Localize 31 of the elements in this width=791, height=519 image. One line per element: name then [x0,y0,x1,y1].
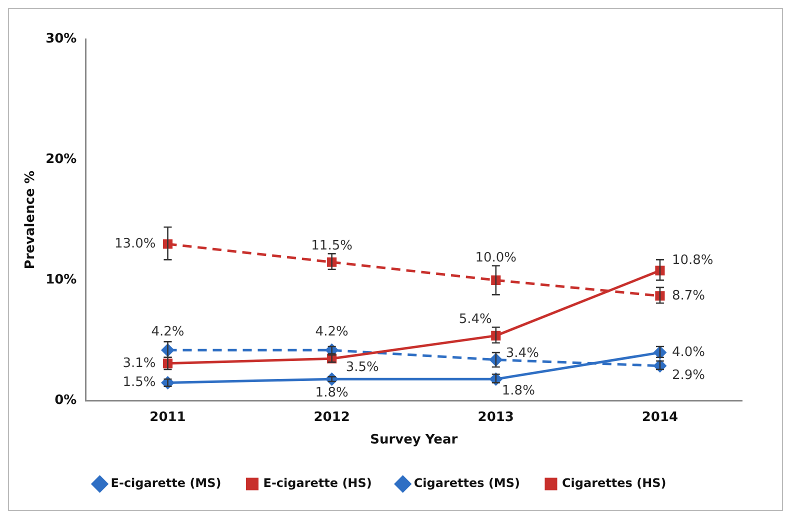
data-label: 4.2% [151,324,184,340]
y-axis-title: Prevalence % [23,170,38,270]
y-tick-label: 20% [46,152,77,167]
data-label: 2.9% [672,368,705,384]
data-label: 4.0% [672,344,705,360]
data-label: 8.7% [672,288,705,304]
x-axis-title: Survey Year [370,432,458,448]
legend-label: Cigarettes (HS) [562,476,666,490]
data-label: 3.1% [122,356,156,371]
x-tick-label: 2013 [478,410,514,425]
legend-label: E-cigarette (MS) [110,476,222,490]
legend-label: E-cigarette (HS) [263,476,372,490]
x-tick-label: 2014 [642,410,678,425]
x-tick-label: 2011 [150,410,186,425]
data-label: 1.8% [502,383,535,398]
data-label: 10.0% [475,250,517,266]
y-tick-label: 0% [54,393,77,408]
point [326,372,338,386]
data-label: 3.4% [506,346,539,362]
data-label: 11.5% [311,238,352,254]
x-tick-label: 2012 [314,410,350,425]
legend-label: Cigarettes (MS) [414,476,520,490]
data-label: 1.8% [315,385,348,400]
data-label: 13.0% [114,236,156,252]
data-label: 4.2% [315,324,348,340]
y-tick-label: 30% [46,31,77,46]
data-label: 1.5% [122,375,156,390]
data-label: 5.4% [458,312,492,328]
y-tick-label: 10% [46,272,77,288]
data-label: 3.5% [346,360,379,375]
data-label: 10.8% [672,252,714,268]
